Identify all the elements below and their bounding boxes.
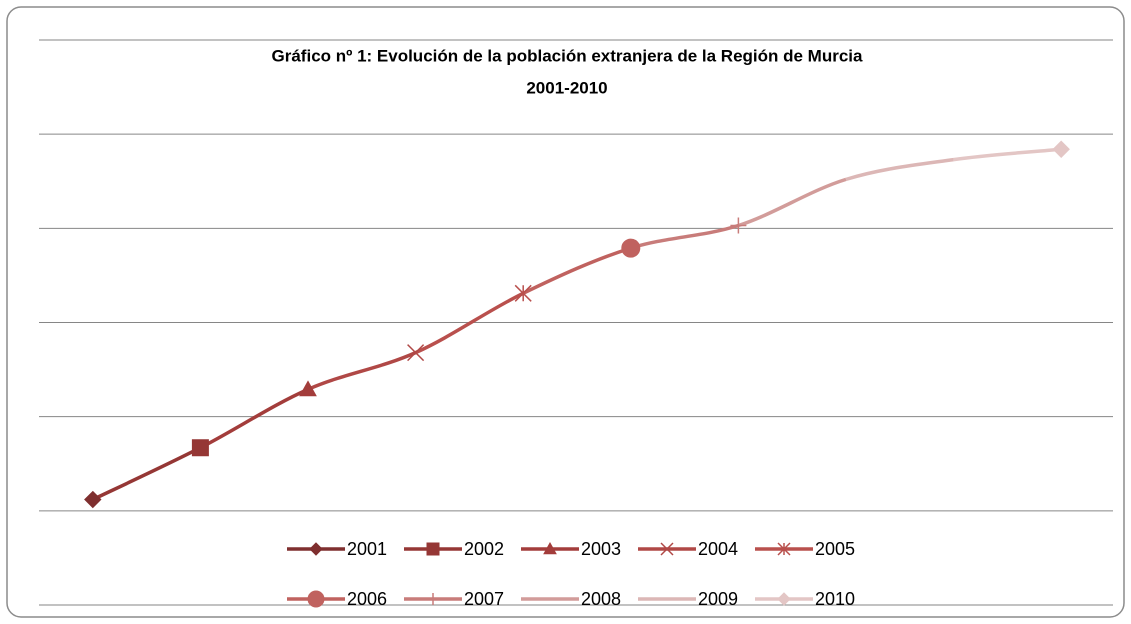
marker — [191, 439, 209, 457]
marker — [621, 238, 641, 258]
chart-border — [6, 6, 1125, 618]
marker — [660, 542, 674, 556]
line-segment — [92, 446, 202, 502]
legend-label: 2008 — [581, 589, 621, 609]
marker — [426, 542, 440, 556]
marker — [407, 344, 425, 362]
legend-label: 2001 — [347, 539, 387, 559]
chart-title: Gráfico nº 1: Evolución de la población … — [272, 46, 864, 65]
legend-label: 2005 — [815, 539, 855, 559]
line-segment — [845, 157, 954, 182]
marker — [730, 217, 747, 234]
line-segment — [199, 387, 309, 450]
chart-title: 2001-2010 — [526, 78, 607, 97]
marker — [1052, 140, 1070, 158]
legend-label: 2002 — [464, 539, 504, 559]
marker — [84, 490, 102, 509]
line-segment — [414, 291, 524, 355]
legend-label: 2007 — [464, 589, 504, 609]
line-segment — [630, 223, 739, 250]
marker — [427, 593, 439, 605]
legend-label: 2003 — [581, 539, 621, 559]
legend-label: 2006 — [347, 589, 387, 609]
line-segment — [737, 177, 847, 228]
marker — [307, 590, 325, 608]
legend-label: 2004 — [698, 539, 738, 559]
marker — [309, 542, 323, 556]
legend-label: 2009 — [698, 589, 738, 609]
marker — [299, 380, 317, 397]
line-segment — [522, 246, 632, 295]
marker — [777, 592, 791, 606]
marker — [543, 541, 557, 555]
marker — [514, 284, 532, 302]
line-segment — [307, 351, 417, 391]
legend-label: 2010 — [815, 589, 855, 609]
marker — [777, 542, 791, 556]
